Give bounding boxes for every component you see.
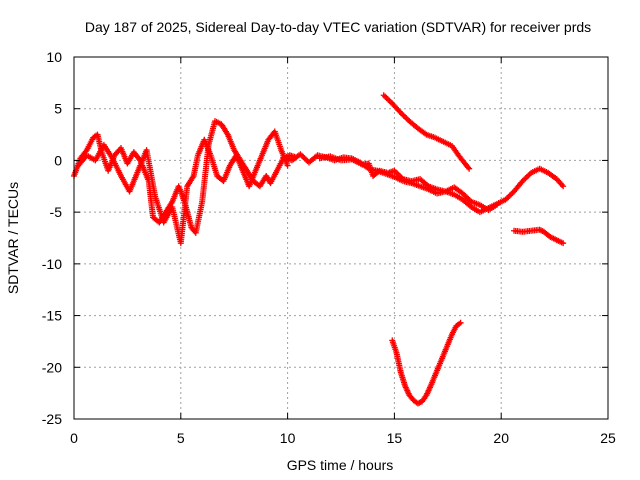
- y-tick-label: 0: [54, 152, 62, 168]
- y-tick-label: -10: [42, 256, 62, 272]
- series-layer: [71, 92, 567, 407]
- data-point: [457, 319, 464, 326]
- x-tick-label: 25: [600, 430, 616, 446]
- x-axis-label: GPS time / hours: [287, 457, 394, 473]
- x-ticks: 0 5 10 15 20 25: [70, 57, 616, 446]
- series-sat-f: [389, 319, 464, 407]
- data-point: [466, 165, 473, 172]
- data-point: [284, 162, 291, 169]
- x-tick-label: 15: [387, 430, 403, 446]
- series-sat-b: [75, 128, 291, 247]
- y-ticks: -25 -20 -15 -10 -5 0 5 10: [42, 49, 608, 427]
- y-tick-label: -15: [42, 308, 62, 324]
- series-sat-d: [316, 153, 500, 214]
- y-tick-label: -5: [50, 204, 63, 220]
- x-tick-label: 0: [70, 430, 78, 446]
- series-sat-e: [380, 92, 473, 172]
- y-tick-label: 5: [54, 101, 62, 117]
- series-sat-g: [511, 226, 567, 247]
- x-tick-label: 10: [280, 430, 296, 446]
- plot-frame: [73, 56, 609, 420]
- chart-title: Day 187 of 2025, Sidereal Day-to-day VTE…: [85, 19, 591, 35]
- y-tick-label: -20: [42, 359, 62, 375]
- data-point: [560, 240, 567, 247]
- y-tick-label: 10: [46, 49, 62, 65]
- grid: [74, 57, 608, 419]
- x-tick-label: 20: [493, 430, 509, 446]
- y-tick-label: -25: [42, 411, 62, 427]
- data-point: [560, 183, 567, 190]
- data-point: [493, 201, 500, 208]
- data-point: [465, 164, 472, 171]
- x-tick-label: 5: [177, 430, 185, 446]
- y-axis-label: SDTVAR / TECUs: [5, 182, 21, 294]
